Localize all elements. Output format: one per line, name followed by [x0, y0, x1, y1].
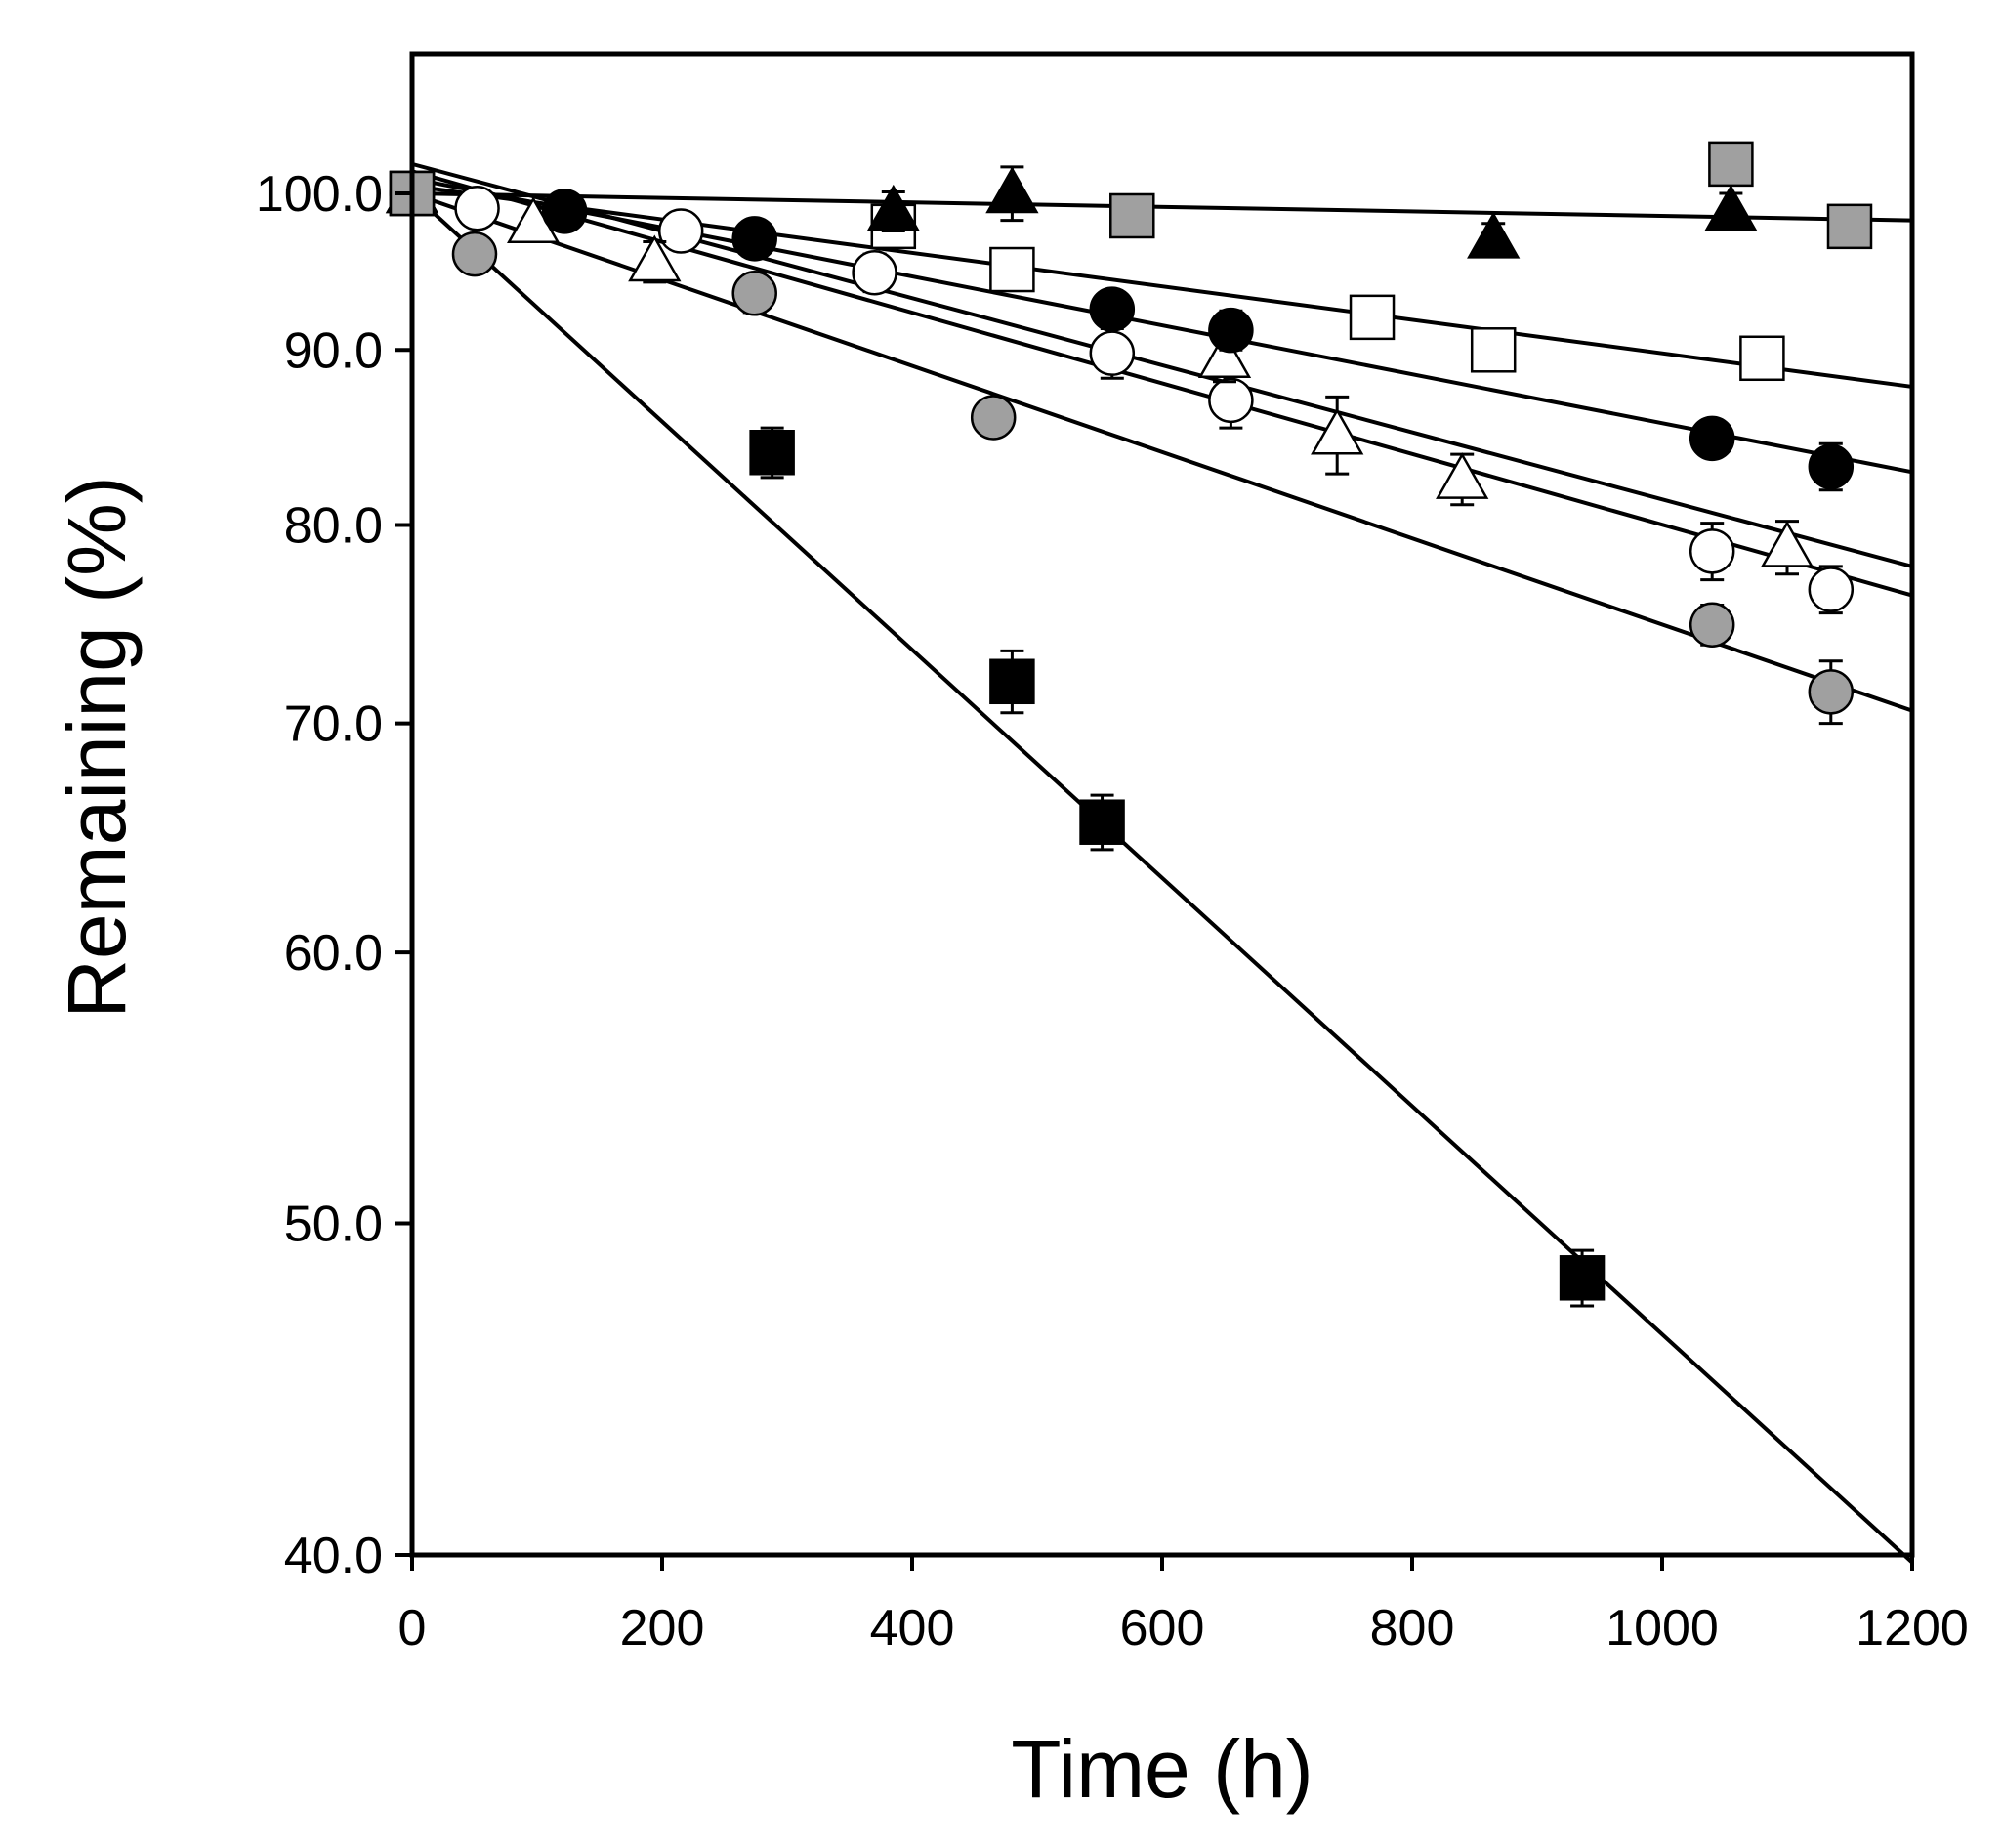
data-point-circle: [1208, 307, 1254, 354]
data-point-square: [1708, 141, 1754, 188]
data-point-triangle: [1704, 184, 1758, 231]
data-point-square: [1079, 799, 1125, 845]
data-point-triangle: [1467, 211, 1521, 259]
data-point-square: [1109, 192, 1155, 239]
x-tick-label: 600: [1120, 1600, 1205, 1657]
x-tick-label: 400: [870, 1600, 955, 1657]
data-point-triangle: [985, 166, 1039, 214]
data-point-square: [1559, 1255, 1606, 1301]
data-point-circle: [657, 208, 704, 254]
y-tick-label: 40.0: [284, 1528, 383, 1584]
data-point-circle: [852, 249, 897, 296]
y-tick-label: 60.0: [284, 925, 383, 982]
data-point-circle: [1808, 443, 1855, 490]
data-point-square: [1826, 203, 1873, 250]
data-point-square: [989, 658, 1035, 705]
data-point-circle: [731, 216, 777, 262]
y-axis-title: Remaining (%): [51, 476, 143, 1019]
data-point-triangle: [1760, 520, 1814, 567]
data-point-circle: [731, 270, 777, 316]
x-tick-label: 0: [398, 1600, 427, 1657]
y-tick-label: 80.0: [284, 497, 383, 554]
data-point-triangle: [1197, 331, 1252, 379]
axes: 0 200 400 600 800 1000 1200 40.0 50.0 60.0 70.0 80.…: [256, 166, 1969, 1657]
y-tick-label: 50.0: [284, 1197, 383, 1253]
data-point-circle: [1089, 330, 1136, 376]
data-point-square: [1739, 335, 1785, 382]
fit-line: [411, 191, 1913, 223]
x-tick-label: 1200: [1856, 1600, 1969, 1657]
data-point-circle: [1689, 415, 1735, 462]
data-point-circle: [970, 395, 1017, 441]
data-point-triangle: [1436, 452, 1489, 499]
data-point-circle: [541, 189, 588, 234]
data-point-circle: [1208, 377, 1254, 424]
data-point-circle: [451, 231, 498, 277]
data-point-circle: [454, 186, 500, 231]
x-tick-label: 1000: [1606, 1600, 1719, 1657]
x-axis-title: Time (h): [1011, 1723, 1314, 1815]
y-tick-label: 90.0: [284, 322, 383, 379]
y-tick-label: 70.0: [284, 696, 383, 753]
data-point-circle: [1089, 286, 1136, 332]
data-point-circle: [1808, 669, 1855, 715]
data-point-square: [749, 430, 795, 476]
x-tick-label: 800: [1370, 1600, 1455, 1657]
data-point-triangle: [1311, 407, 1364, 455]
data-point-triangle: [866, 184, 920, 231]
data-point-circle: [1808, 567, 1855, 612]
y-tick-label: 100.0: [256, 166, 383, 223]
fit-line: [410, 191, 1914, 1565]
data-point-square: [1470, 327, 1517, 373]
data-point-circle: [1689, 602, 1735, 648]
data-markers: [385, 141, 1873, 1308]
data-point-triangle: [628, 234, 682, 282]
data-point-square: [989, 246, 1035, 293]
data-point-square: [1349, 294, 1396, 341]
data-point-circle: [1689, 528, 1735, 574]
x-tick-label: 200: [620, 1600, 705, 1657]
